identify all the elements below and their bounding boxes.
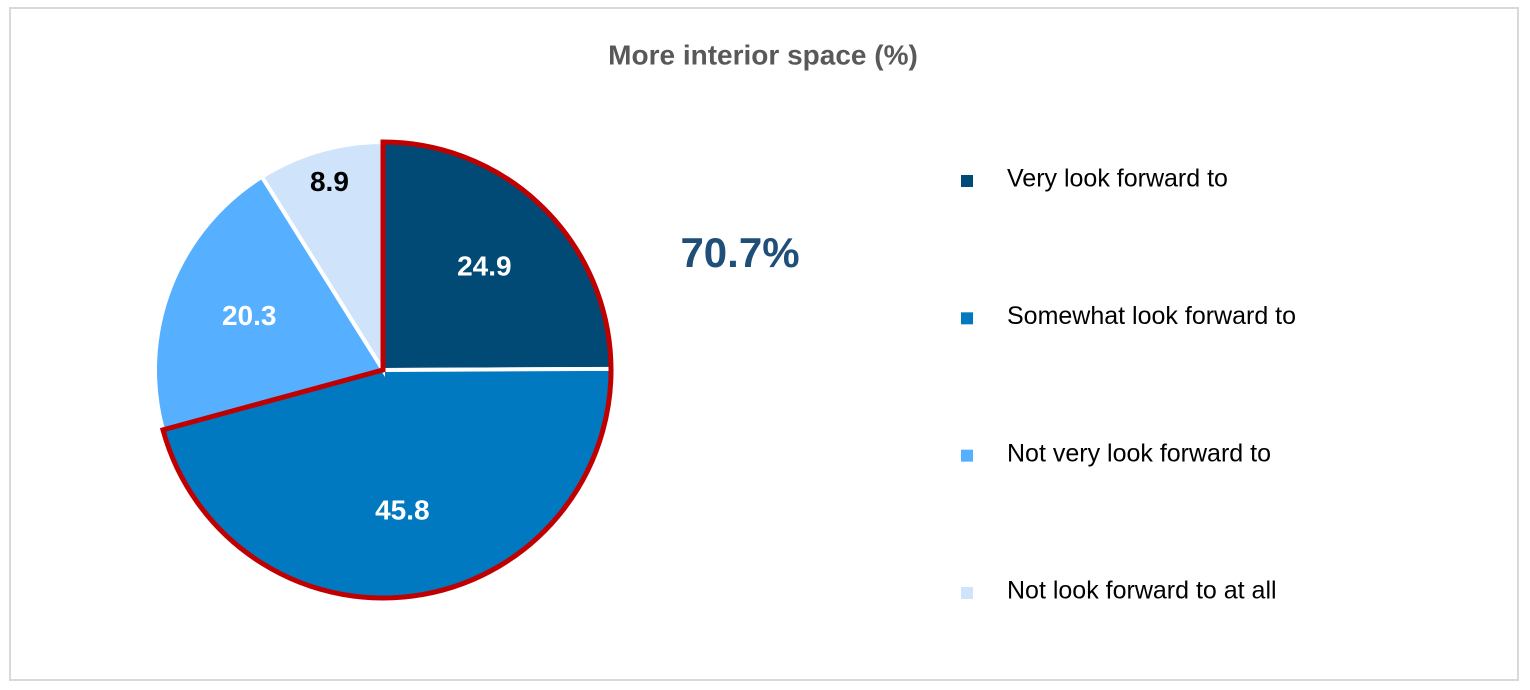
pie-slice xyxy=(153,174,387,433)
legend-swatch xyxy=(961,312,973,325)
legend-swatch xyxy=(961,175,973,187)
legend-label: Very look forward to xyxy=(1007,165,1228,193)
legend-swatch xyxy=(961,587,973,599)
data-label: 20.3 xyxy=(222,300,277,331)
data-label: 45.8 xyxy=(375,495,430,526)
annotation: 70.7% xyxy=(680,229,799,276)
legend-label: Not very look forward to xyxy=(1007,439,1271,467)
legend-swatch xyxy=(961,449,973,462)
data-label: 8.9 xyxy=(310,166,349,197)
legend-label: Not look forward to at all xyxy=(1007,577,1277,605)
data-label: 24.9 xyxy=(457,251,512,282)
pie-slice xyxy=(259,139,385,377)
highlight-outline xyxy=(159,139,614,601)
legend-label: Somewhat look forward to xyxy=(1007,302,1296,330)
chart-title: More interior space (%) xyxy=(608,39,918,70)
